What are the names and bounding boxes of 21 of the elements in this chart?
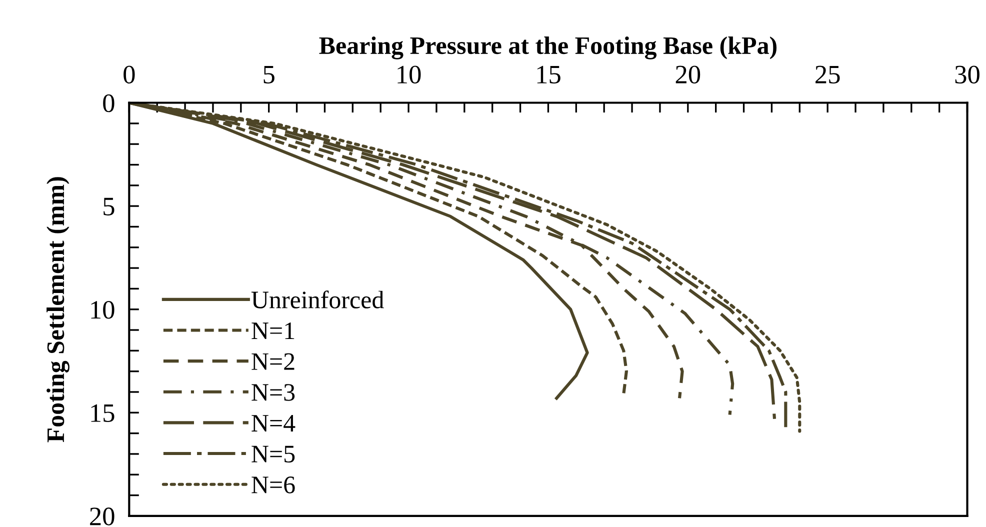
legend-label: N=3: [252, 384, 295, 401]
y-axis-title: Footing Settlement (mm): [46, 177, 70, 442]
x-tick-label: 20: [676, 66, 700, 84]
x-tick-label: 30: [955, 66, 980, 84]
y-tick-label: 10: [91, 300, 114, 319]
x-tick-label: 25: [816, 66, 840, 84]
y-tick-label: 5: [104, 198, 114, 216]
legend-label: N=6: [252, 476, 295, 494]
legend-label: N=4: [252, 415, 296, 432]
x-tick-label: 0: [124, 66, 135, 84]
y-tick-label: 15: [91, 404, 114, 422]
y-tick-label: 0: [103, 94, 114, 112]
legend-label: N=1: [252, 322, 294, 339]
legend-label: N=2: [252, 353, 294, 370]
legend-label: Unreinforced: [251, 290, 384, 308]
legend-label: N=5: [252, 446, 295, 463]
x-axis-title: Bearing Pressure at the Footing Base (kPa): [319, 36, 777, 60]
x-tick-label: 15: [537, 66, 560, 84]
y-tick-label: 20: [90, 508, 114, 526]
x-tick-label: 10: [398, 66, 421, 84]
x-tick-label: 5: [264, 66, 274, 84]
